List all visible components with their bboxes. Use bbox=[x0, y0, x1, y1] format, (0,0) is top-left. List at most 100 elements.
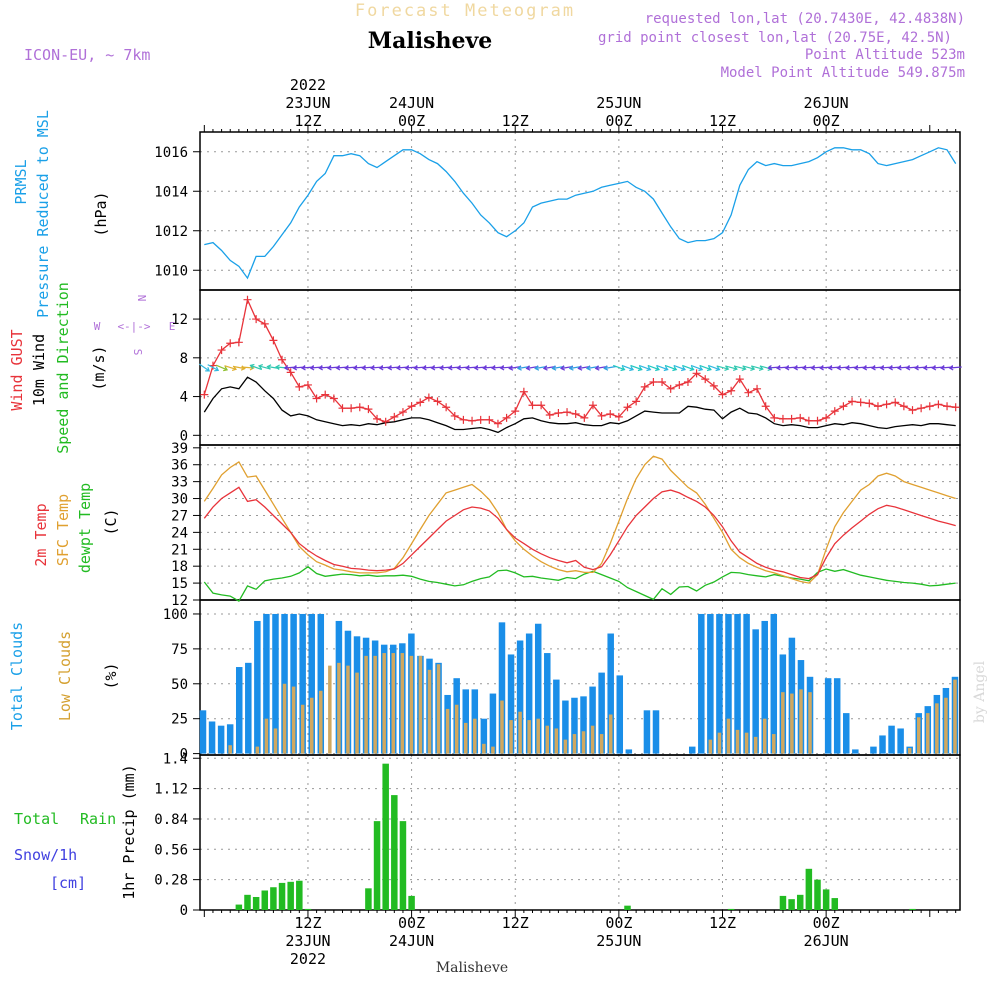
time-label-top: 00Z bbox=[398, 112, 425, 130]
precip-bar bbox=[278, 882, 286, 910]
precip-bar bbox=[408, 895, 415, 910]
gust-point bbox=[882, 400, 891, 409]
wind-direction-arrow bbox=[621, 364, 635, 372]
y-tick-label: 33 bbox=[171, 475, 188, 491]
gust-point bbox=[917, 404, 926, 413]
gust-point bbox=[321, 390, 330, 399]
gust-point bbox=[442, 403, 451, 412]
compass-n: N bbox=[135, 295, 148, 302]
wind-direction-arrow bbox=[673, 364, 687, 372]
pressure-labels: PRMSL Pressure Reduced to MSL (hPa) bbox=[12, 110, 110, 318]
low-cloud-bar bbox=[744, 732, 749, 754]
low-cloud-bar bbox=[355, 672, 359, 754]
gust-point bbox=[502, 413, 511, 422]
precip-bar bbox=[304, 908, 312, 910]
low-cloud-bar bbox=[944, 697, 948, 754]
total-cloud-bar bbox=[480, 718, 488, 754]
y-tick-label: 21 bbox=[171, 542, 188, 558]
compass-arrow: <-|-> bbox=[117, 320, 150, 333]
total-cloud-bar bbox=[525, 633, 533, 754]
total-cloud-bar bbox=[580, 696, 587, 754]
precip-bar bbox=[822, 889, 830, 910]
pressure-label-desc: Pressure Reduced to MSL bbox=[34, 110, 52, 318]
wind-direction-arrow bbox=[647, 364, 660, 372]
wind-direction-arrow bbox=[612, 364, 626, 372]
y-tick-label: 12 bbox=[171, 593, 188, 609]
gust-point bbox=[839, 402, 848, 411]
y-tick-label: 39 bbox=[171, 441, 188, 457]
gust-point bbox=[390, 412, 399, 421]
total-cloud-bar bbox=[553, 679, 560, 754]
time-label-top: 24JUN bbox=[389, 94, 434, 112]
pressure-line bbox=[204, 147, 957, 280]
gust-point bbox=[433, 397, 442, 406]
temp-label-sfc: SFC Temp bbox=[54, 494, 72, 566]
gust-line bbox=[203, 297, 956, 425]
requested-coords: requested lon,lat (20.7430E, 42.4838N) bbox=[645, 11, 965, 27]
y-tick-label: 36 bbox=[171, 458, 188, 474]
total-cloud-bar bbox=[254, 620, 261, 754]
low-cloud-bar bbox=[790, 693, 794, 754]
gust-point bbox=[606, 410, 615, 418]
total-cloud-bar bbox=[716, 613, 723, 754]
time-label-top: 12Z bbox=[294, 112, 321, 130]
temp-label-2m: 2m Temp bbox=[32, 503, 50, 566]
low-cloud-bar bbox=[346, 665, 350, 754]
gust-point bbox=[865, 399, 874, 408]
wind-direction-arrow bbox=[664, 364, 678, 372]
footer-location: Malisheve bbox=[436, 960, 508, 976]
gust-point bbox=[640, 382, 649, 391]
low-cloud-bar bbox=[436, 664, 441, 754]
subtitle: Forecast Meteogram bbox=[355, 1, 575, 21]
gust-point bbox=[623, 403, 632, 412]
precip-bar bbox=[270, 887, 277, 910]
total-cloud-bar bbox=[199, 710, 207, 754]
grid-point-coords: grid point closest lon,lat (20.75E, 42.5… bbox=[598, 30, 952, 46]
low-cloud-bar bbox=[228, 745, 232, 754]
total-cloud-bar bbox=[317, 613, 325, 754]
compass-w: W bbox=[94, 320, 101, 333]
total-cloud-bar bbox=[245, 662, 252, 754]
y-tick-label: 12 bbox=[171, 312, 188, 328]
gust-point bbox=[709, 381, 718, 390]
point-altitude: Point Altitude 523m bbox=[805, 47, 965, 63]
compass-rose: W E N S <-|-> bbox=[94, 295, 176, 356]
gust-point bbox=[519, 387, 528, 396]
y-tick-label: 1012 bbox=[154, 224, 188, 240]
y-tick-label: 24 bbox=[171, 525, 188, 541]
gust-point bbox=[813, 416, 822, 425]
low-cloud-bar bbox=[753, 736, 758, 754]
gust-point bbox=[718, 390, 727, 399]
total-cloud-bar bbox=[299, 613, 306, 754]
y-tick-label: 0.28 bbox=[154, 873, 188, 889]
low-cloud-bar bbox=[708, 739, 713, 754]
precip-axis-label: 1hr Precip (mm) bbox=[120, 764, 138, 899]
gust-point bbox=[554, 409, 563, 418]
gust-point bbox=[891, 398, 900, 407]
gust-point bbox=[355, 403, 364, 412]
total-cloud-bar bbox=[707, 613, 714, 754]
gust-point bbox=[563, 408, 572, 417]
time-label-bottom: 12Z bbox=[294, 914, 321, 932]
precip-label-cm: [cm] bbox=[50, 874, 86, 892]
precip-labels: 1hr Precip (mm) Total Rain Snow/1h [cm] bbox=[14, 764, 138, 899]
wind-direction-arrow bbox=[207, 364, 220, 372]
gust-point bbox=[295, 382, 304, 391]
gust-point bbox=[528, 401, 537, 410]
total-cloud-bar bbox=[226, 724, 234, 754]
low-cloud-bar bbox=[473, 718, 477, 754]
data-marks bbox=[199, 147, 962, 910]
gust-point bbox=[347, 404, 356, 413]
precip-bar bbox=[391, 795, 398, 910]
gust-point bbox=[493, 419, 502, 428]
low-cloud-bar bbox=[554, 728, 559, 754]
wind-direction-arrow bbox=[682, 364, 695, 372]
gust-point bbox=[925, 402, 934, 411]
gust-point bbox=[804, 416, 813, 425]
wind-direction-arrow bbox=[707, 364, 721, 372]
gust-point bbox=[234, 338, 243, 347]
y-tick-label: 18 bbox=[171, 559, 188, 575]
temp-labels: 2m Temp SFC Temp dewpt Temp (C) bbox=[32, 483, 120, 573]
time-label-top: 25JUN bbox=[596, 94, 641, 112]
